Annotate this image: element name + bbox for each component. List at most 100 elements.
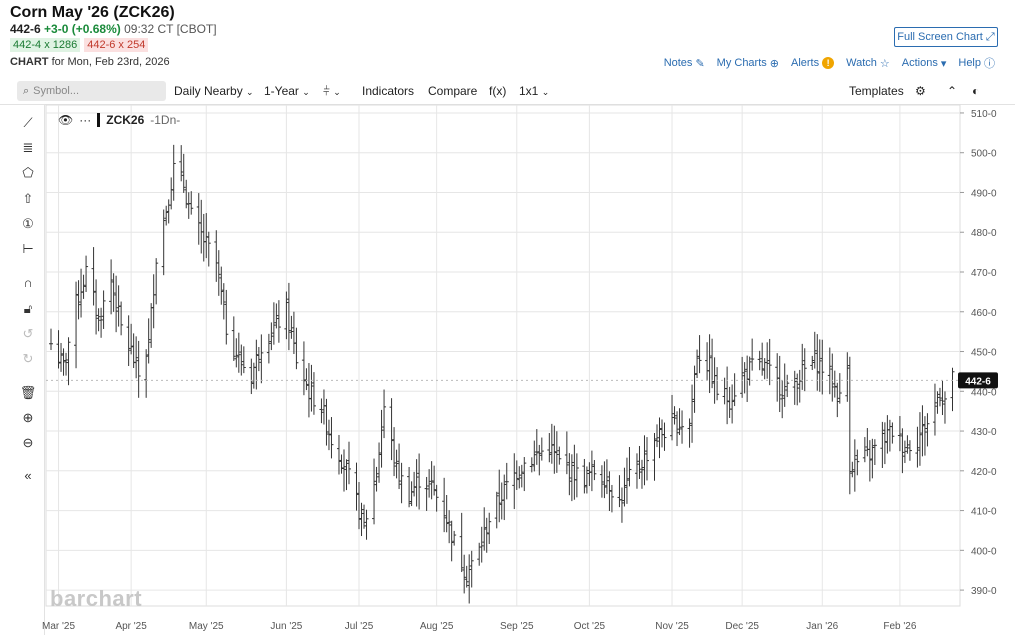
edit-icon: ✎ <box>695 57 705 70</box>
actions-menu[interactable]: Actions ▾ <box>902 57 947 70</box>
my-charts-link[interactable]: My Charts ⊕ <box>717 57 779 70</box>
measure-tool-icon[interactable]: ⊢ <box>22 241 34 256</box>
layout-label: 1x1 <box>519 84 539 98</box>
x-tick-label: Nov '25 <box>655 621 689 632</box>
settings-gear-icon[interactable]: ⚙ <box>915 84 926 98</box>
symbol-placeholder: Symbol... <box>33 85 80 97</box>
expand-icon: ⤢ <box>985 30 995 43</box>
interval-dropdown[interactable]: Daily Nearby ⌄ <box>174 84 254 98</box>
my-charts-label: My Charts <box>716 57 767 69</box>
y-tick-label: 510-0 <box>971 109 997 120</box>
last-price: 442-6 <box>10 22 41 36</box>
chart-label: CHART <box>10 56 49 68</box>
fib-tool-icon[interactable]: ≣ <box>22 140 34 155</box>
collapse-up-icon[interactable]: ⌃ <box>947 84 958 98</box>
chart-legend: 👁︎ ··· ZCK26 -1Dn- <box>58 113 180 127</box>
undo-icon[interactable]: ↺ <box>22 326 34 341</box>
full-screen-chart-button[interactable]: Full Screen Chart ⤢ <box>894 27 998 47</box>
plot-area <box>45 104 961 607</box>
plus-circle-icon: ⊕ <box>769 57 779 70</box>
alert-icon: ! <box>822 57 835 69</box>
notes-link[interactable]: Notes ✎ <box>664 57 705 70</box>
bar-type-dropdown[interactable]: ⫩ ⌄ <box>323 84 341 99</box>
collapse-sidebar-icon[interactable]: « <box>24 468 32 483</box>
ohlc-bars-icon: ⫩ <box>323 84 330 98</box>
compare-button[interactable]: Compare <box>428 84 478 98</box>
chevron-down-icon: ⌄ <box>333 87 341 97</box>
magnet-icon[interactable]: ∩ <box>23 275 33 290</box>
legend-color-bar <box>97 113 101 127</box>
drawing-tools-sidebar: ⟋ ≣ ⬠ ⇧ ① ⊢ ∩ 🔓︎ ↺ ↻ 🗑︎ ⊕ ⊖ « <box>0 105 45 635</box>
alerts-label: Alerts <box>791 57 820 69</box>
chart-date-line: CHART for Mon, Feb 23rd, 2026 <box>10 56 170 68</box>
y-tick-label: 480-0 <box>971 228 997 239</box>
more-icon[interactable]: ··· <box>79 113 92 127</box>
redo-icon[interactable]: ↻ <box>22 351 34 366</box>
unlock-icon[interactable]: 🔓︎ <box>23 301 33 316</box>
x-tick-label: Jan '26 <box>806 621 838 632</box>
alerts-link[interactable]: Alerts! <box>791 57 835 69</box>
symbol-input[interactable]: ⌕ Symbol... <box>17 81 166 101</box>
indicators-button[interactable]: Indicators <box>362 84 415 98</box>
trash-icon[interactable]: 🗑︎ <box>19 385 37 400</box>
eye-icon[interactable]: 👁︎ <box>58 113 74 127</box>
theme-toggle-icon[interactable]: ◐ <box>972 84 980 98</box>
watch-link[interactable]: Watch ☆ <box>846 57 890 70</box>
bid-ask: 442-4 x 1286 442-6 x 254 <box>10 38 149 52</box>
y-tick-label: 390-0 <box>971 586 997 597</box>
y-tick-label: 410-0 <box>971 507 997 518</box>
chevron-down-icon: ⌄ <box>541 87 550 97</box>
interval-label: Daily Nearby <box>174 84 243 98</box>
notes-label: Notes <box>663 57 693 69</box>
range-dropdown[interactable]: 1-Year ⌄ <box>264 84 310 98</box>
legend-symbol: ZCK26 <box>106 113 145 127</box>
trend-line-tool-icon[interactable]: ⟋ <box>23 115 33 130</box>
star-icon: ☆ <box>879 57 890 70</box>
chart-date: for Mon, Feb 23rd, 2026 <box>51 56 170 68</box>
x-tick-label: Jun '25 <box>270 621 302 632</box>
annotation-tool-icon[interactable]: ① <box>22 216 34 231</box>
shape-tool-icon[interactable]: ⬠ <box>22 165 34 180</box>
range-label: 1-Year <box>264 84 299 98</box>
last-price-label: 442-6 <box>965 376 991 387</box>
ask-badge: 442-6 x 254 <box>84 38 149 52</box>
help-icon: ⓘ <box>984 58 995 70</box>
zoom-in-icon[interactable]: ⊕ <box>22 410 34 425</box>
full-screen-label: Full Screen Chart <box>897 31 983 43</box>
top-links: Notes ✎ My Charts ⊕ Alerts! Watch ☆ Actions… <box>664 55 995 71</box>
help-label: Help <box>958 57 981 69</box>
quote-line: 442-6 +3-0 (+0.68%) 09:32 CT [CBOT] <box>10 22 217 36</box>
y-tick-label: 470-0 <box>971 268 997 279</box>
barchart-logo: barchart <box>50 586 143 611</box>
fx-button[interactable]: f(x) <box>489 84 507 98</box>
price-change: +3-0 (+0.68%) <box>44 22 121 36</box>
chevron-down-icon: ⌄ <box>302 87 310 97</box>
x-tick-label: Mar '25 <box>42 621 75 632</box>
watch-label: Watch <box>846 57 877 69</box>
x-tick-label: Dec '25 <box>725 621 759 632</box>
page-title: Corn May '26 (ZCK26) <box>10 4 175 21</box>
x-tick-label: Aug '25 <box>420 621 454 632</box>
zoom-out-icon[interactable]: ⊖ <box>22 435 34 450</box>
help-link[interactable]: Help ⓘ <box>958 55 995 71</box>
y-tick-label: 440-0 <box>971 387 997 398</box>
x-tick-label: Jul '25 <box>345 621 374 632</box>
x-tick-label: Apr '25 <box>115 621 147 632</box>
bid-badge: 442-4 x 1286 <box>10 38 81 52</box>
x-tick-label: Feb '26 <box>883 621 916 632</box>
search-icon: ⌕ <box>23 84 30 97</box>
templates-button[interactable]: Templates <box>849 84 904 98</box>
y-tick-label: 450-0 <box>971 348 997 359</box>
y-tick-label: 400-0 <box>971 546 997 557</box>
x-tick-label: Sep '25 <box>500 621 534 632</box>
x-tick-label: May '25 <box>189 621 224 632</box>
actions-label: Actions <box>901 57 938 69</box>
legend-period: -1Dn- <box>150 113 181 127</box>
caret-down-icon: ▾ <box>940 57 947 70</box>
quote-time: 09:32 CT [CBOT] <box>124 22 217 36</box>
layout-dropdown[interactable]: 1x1 ⌄ <box>519 84 549 98</box>
y-tick-label: 420-0 <box>971 467 997 478</box>
y-tick-label: 500-0 <box>971 149 997 160</box>
arrow-tool-icon[interactable]: ⇧ <box>22 191 34 206</box>
